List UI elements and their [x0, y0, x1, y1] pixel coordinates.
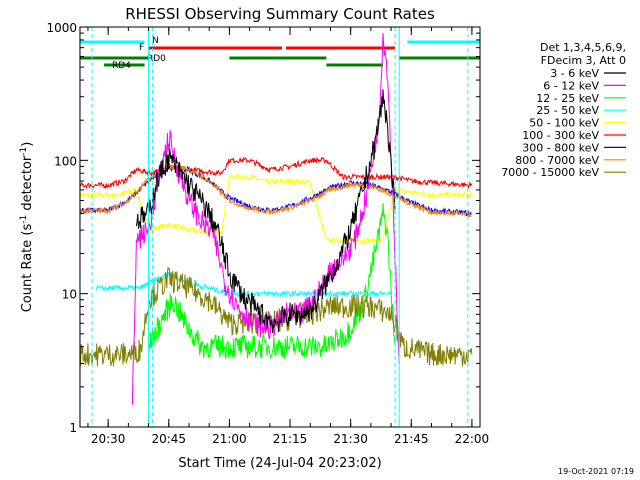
legend-label: 100 - 300 keV — [522, 129, 599, 142]
series-line-6 — [79, 164, 473, 217]
series-line-0 — [135, 89, 396, 333]
y-tick-label: 100 — [54, 154, 77, 168]
x-tick-label: 21:00 — [212, 432, 247, 446]
axes: 20:30 20:45 21:00 21:15 21:30 21:45 22:00 1 10 10… — [46, 21, 489, 446]
flag-label-f: F — [139, 43, 144, 53]
legend-label: 3 - 6 keV — [550, 67, 599, 80]
x-tick-label: 21:45 — [394, 432, 429, 446]
legend-label: 6 - 12 keV — [543, 79, 599, 92]
x-axis-label: Start Time (24-Jul-04 20:23:02) — [178, 456, 381, 471]
series-line-5 — [79, 156, 473, 190]
legend-label: 25 - 50 keV — [536, 104, 599, 117]
series-lines — [79, 32, 473, 405]
plot-frame — [79, 26, 481, 428]
series-line-7 — [79, 163, 473, 218]
x-tick-label: 20:45 — [151, 432, 186, 446]
legend-header-2: FDecim 3, Att 0 — [541, 54, 626, 67]
y-tick-label: 1000 — [46, 21, 77, 35]
legend-header-1: Det 1,3,4,5,6,9, — [540, 41, 626, 54]
x-tick-label: 20:30 — [91, 432, 126, 446]
y-tick-label: 10 — [62, 288, 77, 302]
y-tick-label: 1 — [69, 421, 77, 435]
x-tick-label: 22:00 — [455, 432, 490, 446]
x-tick-label: 21:30 — [333, 432, 368, 446]
flag-label-rd0: RD0 — [147, 54, 166, 64]
legend-label: 300 - 800 keV — [522, 141, 599, 154]
flag-label-n: N — [152, 36, 159, 46]
legend-label: 12 - 25 keV — [536, 92, 599, 105]
timestamp: 19-Oct-2021 07:19 — [558, 467, 634, 476]
legend-label: 800 - 7000 keV — [515, 154, 599, 167]
series-line-1 — [131, 32, 400, 405]
x-tick-label: 21:15 — [273, 432, 308, 446]
chart-title: RHESSI Observing Summary Count Rates — [125, 5, 435, 23]
legend-label: 7000 - 15000 keV — [501, 166, 599, 179]
flag-label-rd4: RD4 — [112, 61, 131, 71]
legend-label: 50 - 100 keV — [529, 117, 599, 130]
series-line-2 — [148, 202, 396, 360]
y-axis-label: Count Rate (s-1 detector-1) — [19, 142, 35, 313]
legend: Det 1,3,4,5,6,9, FDecim 3, Att 0 3 - 6 k… — [501, 41, 626, 179]
